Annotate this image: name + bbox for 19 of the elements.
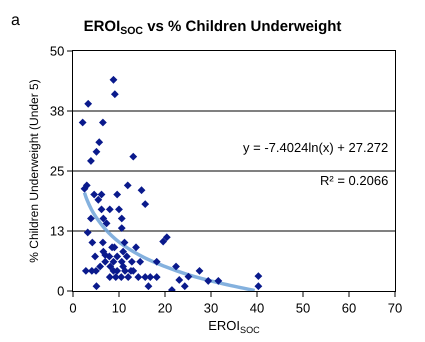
annotation: R² = 0.2066 xyxy=(320,173,388,188)
x-tick-label: 20 xyxy=(158,300,172,316)
x-tick-label: 0 xyxy=(69,300,77,316)
x-tick-label: 10 xyxy=(112,300,126,316)
x-tick-label: 40 xyxy=(250,300,264,316)
y-tick-label: 25 xyxy=(50,164,64,179)
annotation: y = -7.4024ln(x) + 27.272 xyxy=(243,140,388,155)
x-tick-label: 30 xyxy=(204,300,218,316)
chart-title: EROI$_{SOC}$ vs % Children Underweight xyxy=(84,18,342,38)
y-tick-label: 0 xyxy=(57,284,64,299)
x-tick-label: 50 xyxy=(296,300,310,316)
y-tick-label: 13 xyxy=(50,224,64,239)
y-axis-title: % Children Underweight (Under 5) xyxy=(27,79,42,263)
x-tick-label: 60 xyxy=(342,300,356,316)
text: a xyxy=(11,12,20,29)
x-axis-title: EROI$_{SOC}$ xyxy=(208,318,260,335)
x-tick-label: 70 xyxy=(388,300,402,316)
y-tick-label: 38 xyxy=(50,104,64,119)
y-tick-label: 50 xyxy=(50,44,64,59)
